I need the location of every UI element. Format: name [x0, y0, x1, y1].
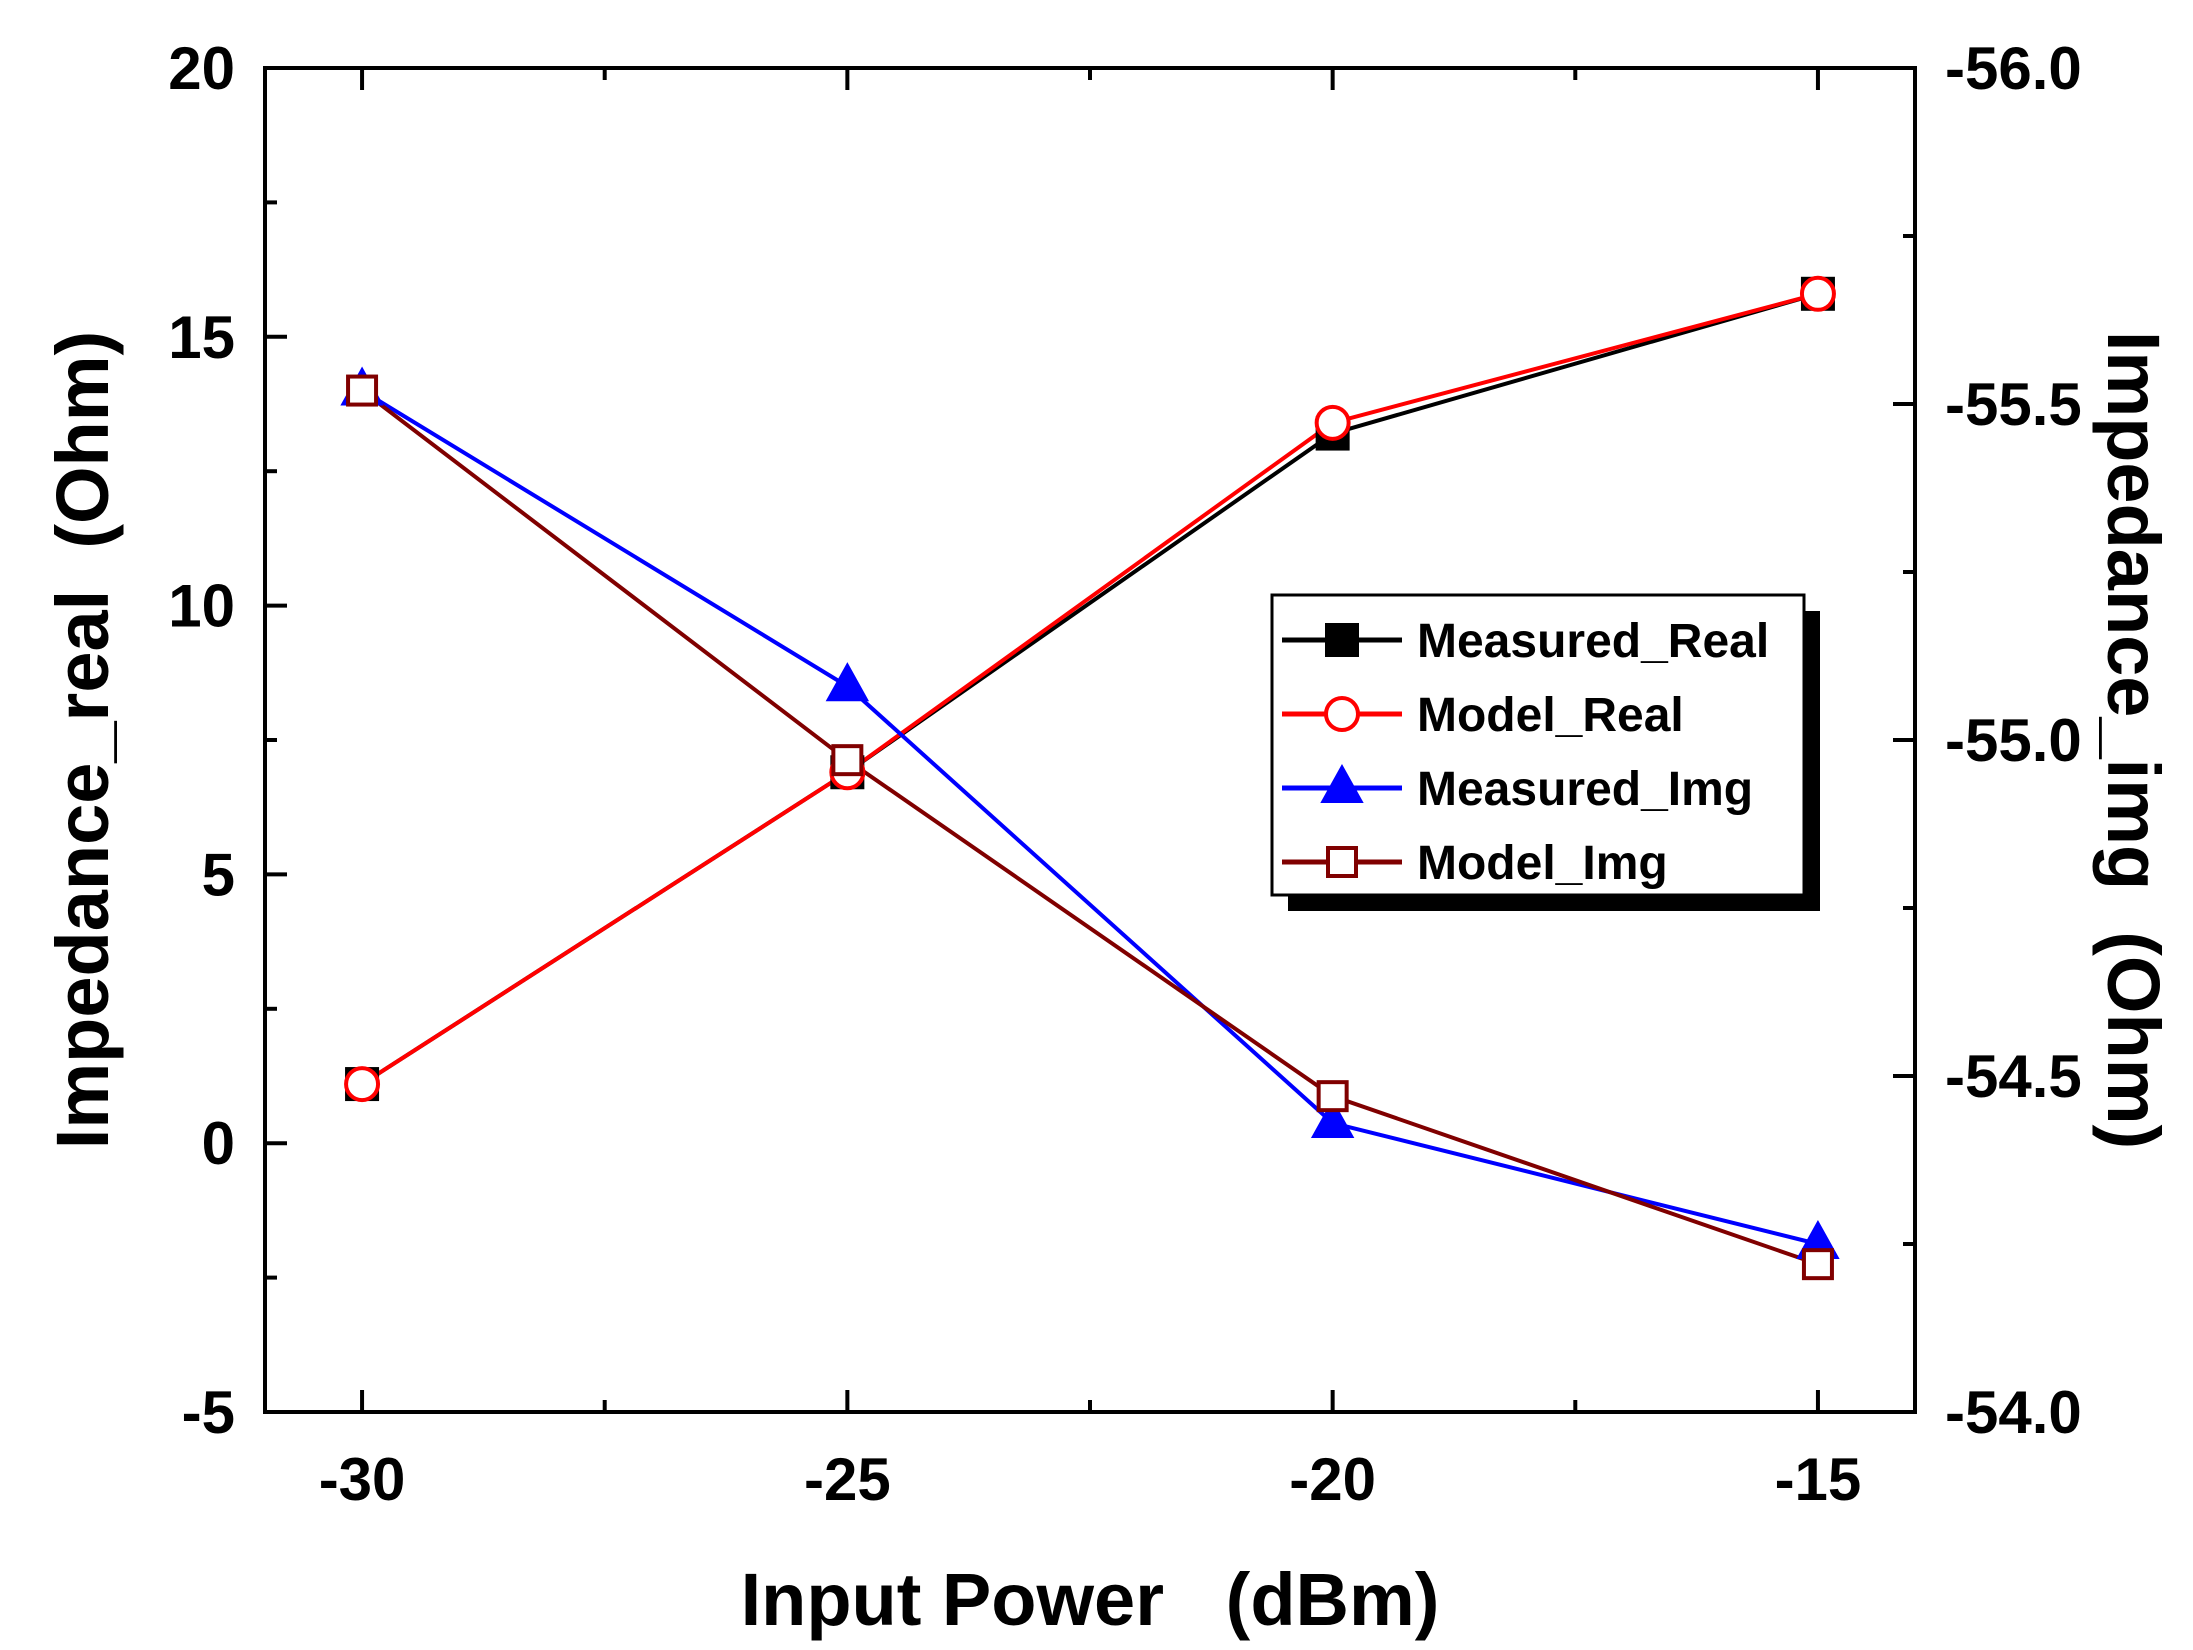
legend-box [1270, 593, 1806, 897]
legend-marker-measured-img [1320, 763, 1364, 803]
legend-items: Measured_Real Model_Real Measured_Img Model… [1282, 615, 1769, 890]
series-lines [360, 291, 1819, 1267]
data-point-model-img [831, 744, 864, 777]
data-point-model-real [1314, 404, 1351, 441]
x-tick-label: -15 [1775, 1446, 1862, 1513]
legend-marker-measured-real [1325, 623, 1359, 657]
data-point-measured-img [825, 662, 870, 702]
y-axis-ticks: -5 0 5 10 15 20 [168, 35, 287, 1446]
y2-tick-label: -54.5 [1945, 1043, 2082, 1110]
legend-label-measured-real: Measured_Real [1417, 615, 1769, 668]
x-axis-ticks: -30 -25 -20 -15 [319, 68, 1862, 1513]
data-point-model-real [344, 1066, 381, 1103]
y-tick-label: 20 [168, 35, 235, 102]
y-axis-title: Impedance_real (Ohm) [41, 331, 124, 1149]
x-tick-label: -30 [319, 1446, 406, 1513]
series-line-measured-img [361, 388, 1819, 1246]
y2-tick-label: -55.5 [1945, 371, 2082, 438]
x-axis-title: Input Power (dBm) [741, 1558, 1440, 1641]
data-point-model-img [346, 374, 379, 407]
y-tick-label: 10 [168, 573, 235, 640]
y2-axis-ticks: -54.0 -54.5 -55.0 -55.5 -56.0 [1893, 35, 2082, 1446]
y-tick-label: 0 [202, 1110, 235, 1177]
x-tick-label: -25 [804, 1446, 891, 1513]
legend-label-measured-img: Measured_Img [1417, 763, 1753, 816]
legend-marker-model-img [1326, 846, 1358, 878]
plot-frame [263, 66, 1917, 1414]
y2-tick-label: -55.0 [1945, 707, 2082, 774]
legend-marker-model-real [1324, 696, 1360, 732]
data-point-model-real [1799, 275, 1836, 312]
y2-tick-label: -56.0 [1945, 35, 2082, 102]
data-point-model-img [1316, 1080, 1349, 1113]
data-point-measured-img [1310, 1098, 1355, 1139]
y-tick-label: 5 [202, 841, 235, 908]
legend: Measured_Real Model_Real Measured_Img Model… [1270, 593, 1820, 911]
y-tick-label: -5 [182, 1379, 235, 1446]
legend-label-model-real: Model_Real [1417, 689, 1684, 742]
x-tick-label: -20 [1289, 1446, 1376, 1513]
series-markers [340, 275, 1840, 1281]
y2-axis-title: Impedance_img (Ohm) [2092, 331, 2175, 1149]
y-tick-label: 15 [168, 304, 235, 371]
legend-label-model-img: Model_Img [1417, 837, 1668, 890]
y2-tick-label: -54.0 [1945, 1379, 2082, 1446]
series-line-model-img [360, 388, 1819, 1267]
series-line-model-real [360, 291, 1819, 1086]
data-point-model-img [1801, 1248, 1834, 1281]
